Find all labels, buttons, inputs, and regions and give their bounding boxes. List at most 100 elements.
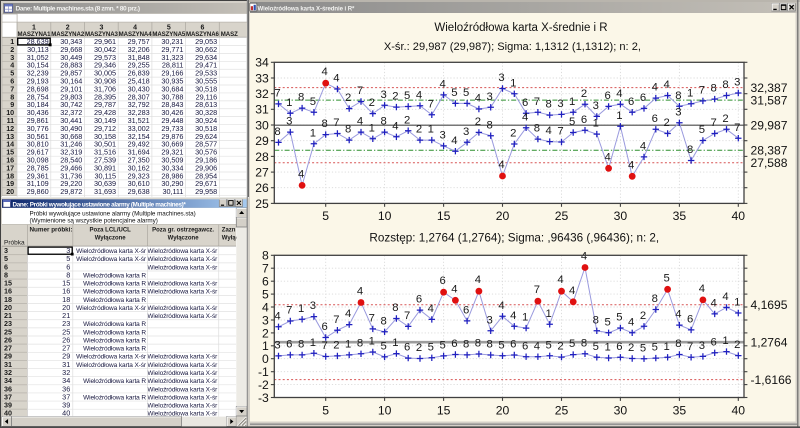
svg-text:31,706: 31,706: [94, 84, 116, 93]
svg-text:28,387: 28,387: [751, 144, 788, 158]
svg-text:4: 4: [357, 286, 363, 298]
svg-text:30,788: 30,788: [161, 92, 183, 101]
svg-text:30,231: 30,231: [161, 37, 183, 46]
svg-text:34: 34: [62, 376, 70, 385]
svg-text:4: 4: [498, 300, 504, 312]
svg-text:5: 5: [652, 342, 658, 354]
svg-text:30,334: 30,334: [161, 163, 183, 172]
svg-text:3: 3: [463, 126, 469, 138]
svg-text:27: 27: [255, 166, 269, 180]
svg-text:6: 6: [687, 314, 693, 326]
svg-text:5: 5: [10, 69, 14, 78]
svg-text:MASZ: MASZ: [221, 31, 238, 38]
svg-text:Wieloźródłowa karta X-śr: Wieloźródłowa karta X-śr: [147, 313, 218, 320]
svg-text:39: 39: [62, 401, 70, 410]
svg-text:32,319: 32,319: [60, 148, 82, 157]
svg-text:31,516: 31,516: [94, 148, 116, 157]
svg-text:29,733: 29,733: [161, 124, 183, 133]
svg-text:3: 3: [439, 130, 445, 142]
svg-text:Wieloźródłowa karta X-śr: Wieloźródłowa karta X-śr: [147, 386, 218, 393]
svg-text:30,561: 30,561: [27, 132, 49, 141]
svg-text:-2: -2: [258, 378, 269, 392]
svg-text:31,052: 31,052: [27, 53, 49, 62]
svg-text:3: 3: [262, 313, 269, 327]
svg-text:29,803: 29,803: [60, 92, 82, 101]
svg-text:30,449: 30,449: [60, 53, 82, 62]
svg-text:8: 8: [675, 338, 681, 350]
svg-text:29,787: 29,787: [94, 100, 116, 109]
svg-text:2: 2: [722, 113, 728, 125]
svg-text:31: 31: [255, 103, 269, 117]
svg-text:8: 8: [380, 315, 386, 327]
svg-text:Wieloźródłowa karta X-śr: Wieloźródłowa karta X-śr: [147, 354, 218, 361]
svg-text:Wieloźródłowa karta X-śr: Wieloźródłowa karta X-śr: [147, 281, 218, 288]
svg-text:2: 2: [392, 91, 398, 103]
svg-text:Wieloźródłowa karta X-śr: Wieloźródłowa karta X-śr: [147, 289, 218, 296]
svg-text:6: 6: [510, 339, 516, 351]
svg-text:MASZYNA2: MASZYNA2: [51, 31, 85, 38]
svg-text:7: 7: [557, 126, 563, 138]
svg-text:29,323: 29,323: [128, 171, 150, 180]
svg-text:32,283: 32,283: [128, 108, 150, 117]
svg-text:33,002: 33,002: [128, 124, 150, 133]
svg-text:29,533: 29,533: [195, 69, 217, 78]
svg-text:3: 3: [593, 100, 599, 112]
svg-text:8: 8: [487, 339, 493, 351]
svg-text:39: 39: [4, 401, 12, 410]
svg-text:32: 32: [62, 368, 70, 377]
svg-text:30,668: 30,668: [60, 132, 82, 141]
svg-text:36: 36: [4, 384, 12, 393]
svg-text:4: 4: [652, 82, 658, 94]
svg-text:29,193: 29,193: [27, 76, 49, 85]
svg-text:4: 4: [475, 93, 481, 105]
svg-text:4: 4: [675, 309, 681, 321]
svg-text:2: 2: [416, 342, 422, 354]
svg-text:20: 20: [6, 187, 14, 196]
svg-text:Wyłąc: Wyłąc: [222, 235, 240, 241]
svg-text:31,246: 31,246: [60, 140, 82, 149]
svg-text:30: 30: [614, 403, 628, 417]
svg-text:2: 2: [345, 92, 351, 104]
svg-text:30,436: 30,436: [27, 108, 49, 117]
svg-text:2: 2: [734, 339, 740, 351]
svg-text:25: 25: [555, 403, 569, 417]
svg-text:8: 8: [546, 99, 552, 111]
svg-text:11: 11: [7, 116, 15, 125]
svg-text:4: 4: [616, 88, 622, 100]
svg-text:5: 5: [322, 403, 329, 417]
svg-text:28,986: 28,986: [161, 171, 183, 180]
svg-text:28: 28: [255, 150, 269, 164]
svg-text:7: 7: [534, 284, 540, 296]
svg-text:4: 4: [498, 159, 504, 171]
svg-text:1: 1: [369, 336, 375, 348]
svg-text:Wieloźródłowa karta R: Wieloźródłowa karta R: [83, 281, 146, 288]
svg-text:2: 2: [10, 45, 14, 54]
svg-text:31,693: 31,693: [94, 187, 116, 196]
svg-text:8: 8: [675, 90, 681, 102]
svg-text:4: 4: [392, 120, 398, 132]
svg-text:5: 5: [66, 254, 70, 263]
svg-text:1: 1: [593, 118, 599, 130]
svg-text:5: 5: [4, 254, 8, 263]
svg-text:28,811: 28,811: [162, 61, 183, 70]
svg-text:3: 3: [734, 77, 740, 89]
svg-text:9: 9: [10, 100, 14, 109]
svg-text:7: 7: [699, 85, 705, 97]
svg-text:4: 4: [322, 66, 328, 78]
svg-text:-1: -1: [258, 365, 269, 379]
svg-text:3: 3: [487, 314, 493, 326]
svg-text:3: 3: [274, 340, 280, 352]
svg-text:7: 7: [357, 85, 363, 97]
svg-text:3: 3: [380, 89, 386, 101]
svg-text:Wieloźródłowa karta X-śr: Wieloźródłowa karta X-śr: [76, 354, 147, 361]
svg-text:6: 6: [322, 321, 328, 333]
svg-text:6: 6: [439, 275, 445, 287]
svg-text:25,418: 25,418: [128, 76, 150, 85]
svg-text:30,111: 30,111: [162, 187, 183, 196]
svg-text:27,539: 27,539: [94, 156, 116, 165]
svg-text:4: 4: [451, 135, 457, 147]
svg-text:30,162: 30,162: [128, 163, 150, 172]
svg-text:35: 35: [673, 209, 687, 223]
svg-text:Wieloźródłowa karta X-śr: Wieloźródłowa karta X-śr: [147, 248, 218, 255]
svg-text:30,290: 30,290: [161, 179, 183, 188]
